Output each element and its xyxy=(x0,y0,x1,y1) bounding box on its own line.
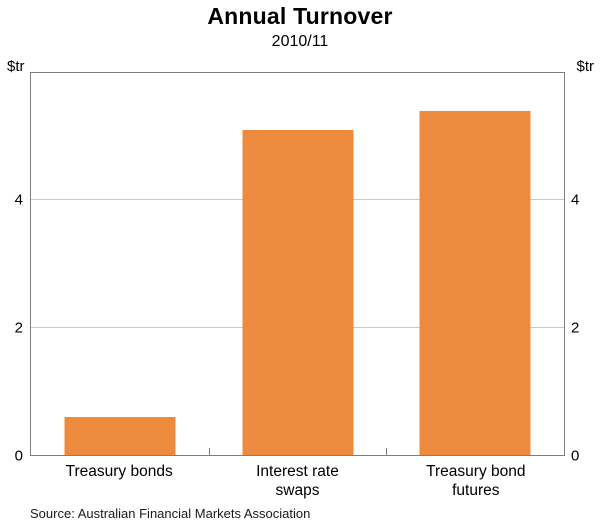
x-label-treasury-bond-futures: Treasury bond futures xyxy=(426,463,526,500)
y-label-left-4: 4 xyxy=(14,191,23,209)
y-axis-labels-right: 0 2 4 xyxy=(569,72,595,464)
x-label-interest-rate-swaps: Interest rate swaps xyxy=(256,463,339,500)
x-axis-labels: Treasury bonds Interest rate swaps Treasury… xyxy=(30,462,565,501)
bar-interest-rate-swaps xyxy=(242,130,353,455)
y-axis-unit-left: $tr xyxy=(7,58,25,75)
chart-title: Annual Turnover xyxy=(207,3,393,29)
y-axis-labels-left: 0 2 4 xyxy=(0,72,26,464)
y-label-left-0: 0 xyxy=(14,447,23,465)
bar-treasury-bonds xyxy=(64,416,176,455)
y-label-left-2: 2 xyxy=(14,319,23,337)
plot-area xyxy=(30,72,565,456)
bar-treasury-bond-futures xyxy=(419,111,531,455)
y-label-right-4: 4 xyxy=(571,191,580,209)
x-axis-tick xyxy=(208,448,210,455)
x-label-treasury-bonds: Treasury bonds xyxy=(65,463,173,480)
chart-subtitle: 2010/11 xyxy=(271,33,329,50)
x-axis-tick xyxy=(386,448,388,455)
y-label-right-2: 2 xyxy=(571,319,580,337)
y-axis-unit-right: $tr xyxy=(576,58,594,75)
y-label-right-0: 0 xyxy=(571,447,580,465)
source-note: Source: Australian Financial Markets Ass… xyxy=(30,506,311,521)
